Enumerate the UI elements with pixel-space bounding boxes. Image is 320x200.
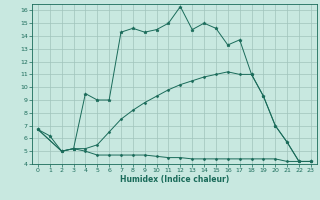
X-axis label: Humidex (Indice chaleur): Humidex (Indice chaleur)	[120, 175, 229, 184]
